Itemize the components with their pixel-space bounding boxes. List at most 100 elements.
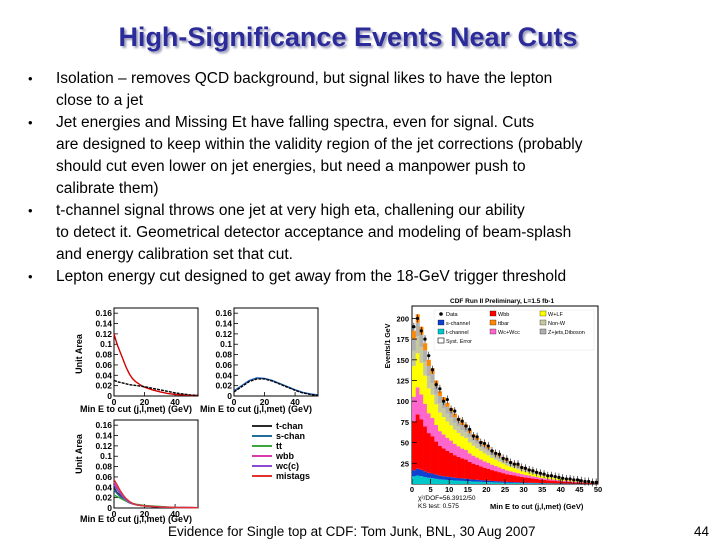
- plot3-frame: [113, 419, 199, 509]
- stack-bar-wbb: [545, 480, 550, 484]
- y-tick-label: 0: [107, 503, 112, 513]
- y-tick-label: 50: [401, 439, 409, 448]
- stack-bar-tchannel: [523, 483, 528, 484]
- stack-bar-schannel: [505, 481, 510, 483]
- stack-bar-wlf: [482, 453, 487, 462]
- data-point: [486, 444, 490, 448]
- legend-marker: [539, 319, 547, 326]
- stack-bar-wlf: [519, 470, 524, 475]
- stack-bar-nonw: [423, 361, 428, 376]
- stack-bar-tchannel: [508, 482, 513, 484]
- data-point: [490, 449, 494, 453]
- stack-bar-wlf: [419, 362, 424, 395]
- stack-bar-wlf: [423, 375, 428, 404]
- data-point: [438, 387, 442, 391]
- stack-bar-wbb: [415, 414, 420, 469]
- stack-bar-wlf: [412, 366, 417, 397]
- stack-bar-wlf: [490, 457, 495, 465]
- stack-bar-tchannel: [493, 482, 498, 484]
- stack-bar-wlf: [460, 436, 465, 449]
- x-tick-label: 0: [232, 397, 237, 407]
- stack-bar-nonw: [438, 403, 443, 413]
- stack-bar-wbb: [497, 472, 502, 482]
- stack-bar-nonw: [419, 347, 424, 363]
- data-point: [445, 397, 449, 402]
- stack-bar-tchannel: [501, 482, 506, 484]
- stack-bar-wbb: [456, 456, 461, 479]
- series-line-mistags: [113, 479, 199, 509]
- stack-bar-wlf: [512, 468, 517, 473]
- legend-label: ttbar: [498, 321, 509, 327]
- data-point: [583, 479, 587, 484]
- data-point: [494, 451, 498, 455]
- data-point: [535, 470, 539, 475]
- y-tick-label: 0.08: [95, 350, 112, 360]
- stack-bar-wlf: [467, 442, 472, 454]
- stack-bar-nonw: [467, 437, 472, 443]
- stack-bar-nonw: [412, 350, 417, 367]
- stack-bar-schannel: [423, 471, 428, 477]
- data-point: [587, 479, 591, 484]
- stack-bar-tchannel: [464, 481, 469, 484]
- bullet-line: close to a jet: [56, 92, 144, 109]
- stack-bar-nonw: [497, 458, 502, 462]
- x-tick-label: 5: [429, 485, 433, 494]
- legend-label: Syst. Error: [446, 339, 472, 345]
- stack-bar-nonw: [441, 408, 446, 418]
- stack-bar-wlf: [501, 463, 506, 469]
- y-tick-label: 0.16: [95, 420, 112, 430]
- y-tick-label: 0.04: [215, 370, 232, 380]
- bullet-line: calibrate them): [56, 180, 159, 197]
- data-point: [546, 474, 550, 478]
- stack-bar-wcwcc: [512, 472, 517, 476]
- bullet-dot-icon: •: [28, 269, 33, 284]
- stack-bar-tchannel: [486, 482, 491, 484]
- stack-bar-wbb: [460, 458, 465, 479]
- stack-bar-zjetsdiboson: [415, 322, 420, 337]
- y-tick-label: 0.06: [95, 472, 112, 482]
- stack-bar-zjetsdiboson: [475, 439, 480, 444]
- stack-bar-tchannel: [519, 483, 524, 484]
- bullet-line: Isolation – removes QCD background, but …: [56, 70, 553, 87]
- stack-bar-wlf: [430, 394, 435, 418]
- stack-bar-wcwcc: [456, 446, 461, 457]
- data-point: [471, 434, 475, 438]
- stack-bar-wbb: [478, 466, 483, 481]
- stack-bar-schannel: [531, 482, 536, 484]
- stack-bar-schannel: [486, 480, 491, 483]
- series-line-black: [233, 378, 319, 397]
- legend-marker: [489, 328, 497, 335]
- stack-bar-wbb: [508, 474, 513, 482]
- stack-bar-nonw: [460, 429, 465, 437]
- stack-bar-wbb: [467, 461, 472, 480]
- series-line-red: [113, 333, 198, 397]
- stack-bar-schannel: [456, 478, 461, 481]
- stack-bar-wbb: [553, 480, 558, 484]
- stack-bar-schannel: [426, 472, 431, 478]
- y-tick-label: 0.16: [215, 308, 232, 318]
- stack-bar-wbb: [445, 450, 450, 477]
- stack-bar-nonw: [452, 422, 457, 430]
- stack-bar-nonw: [434, 393, 439, 405]
- x-tick-label: 0: [112, 509, 117, 519]
- stack-bar-nonw: [478, 446, 483, 451]
- stack-bar-tchannel: [423, 476, 428, 484]
- y-tick-label: 0.14: [95, 319, 112, 329]
- bullet-line: are designed to keep within the validity…: [56, 136, 583, 153]
- stack-bar-wcwcc: [505, 470, 510, 475]
- stack-bar-wlf: [531, 473, 536, 477]
- page-number: 44: [694, 524, 710, 539]
- data-point: [427, 354, 431, 358]
- stack-bar-tchannel: [490, 482, 495, 484]
- stack-bar-zjetsdiboson: [456, 421, 461, 427]
- stack-bar-zjetsdiboson: [434, 385, 439, 394]
- stack-bar-wcwcc: [523, 475, 528, 478]
- legend-label: wbb: [275, 451, 294, 461]
- stack-bar-wcwcc: [452, 443, 457, 456]
- data-point: [531, 469, 535, 473]
- stack-bar-wbb: [441, 448, 446, 477]
- stack-bar-tchannel: [434, 478, 439, 484]
- stack-bar-schannel: [516, 482, 521, 484]
- y-tick-label: 0.04: [95, 482, 112, 492]
- stack-bar-tchannel: [471, 481, 476, 484]
